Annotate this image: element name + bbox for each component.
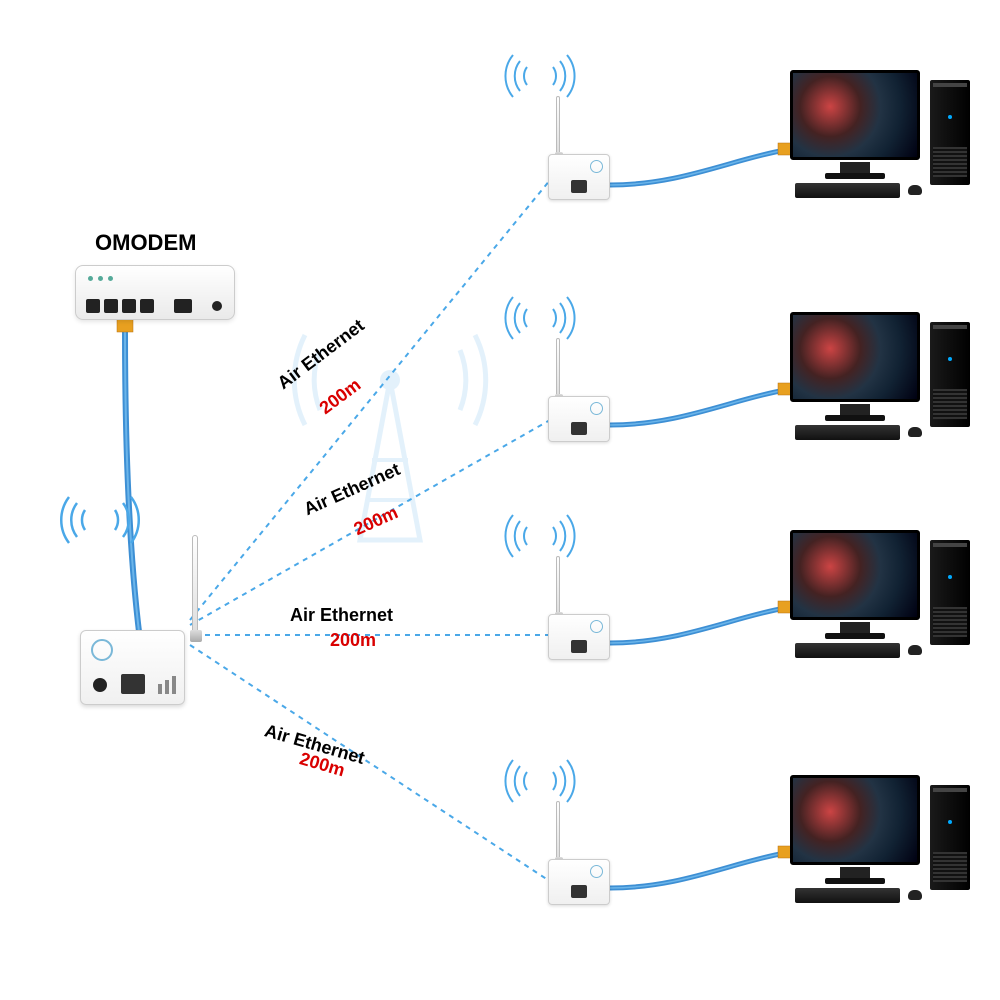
wifi-icon [500, 505, 580, 565]
receiver-device [548, 100, 633, 200]
transmitter-device [80, 565, 220, 705]
computer-station [790, 530, 970, 660]
distance-label: 200m [330, 630, 376, 651]
computer-station [790, 775, 970, 905]
receiver-device [548, 560, 633, 660]
wifi-icon [500, 287, 580, 347]
wifi-icon [500, 750, 580, 810]
computer-station [790, 70, 970, 200]
wifi-icon [500, 45, 580, 105]
connection-label: Air Ethernet [290, 605, 393, 626]
computer-station [790, 312, 970, 442]
receiver-device [548, 342, 633, 442]
modem-device [75, 265, 245, 335]
wifi-icon [55, 485, 145, 555]
modem-title: OMODEM [95, 230, 196, 256]
receiver-device [548, 805, 633, 905]
